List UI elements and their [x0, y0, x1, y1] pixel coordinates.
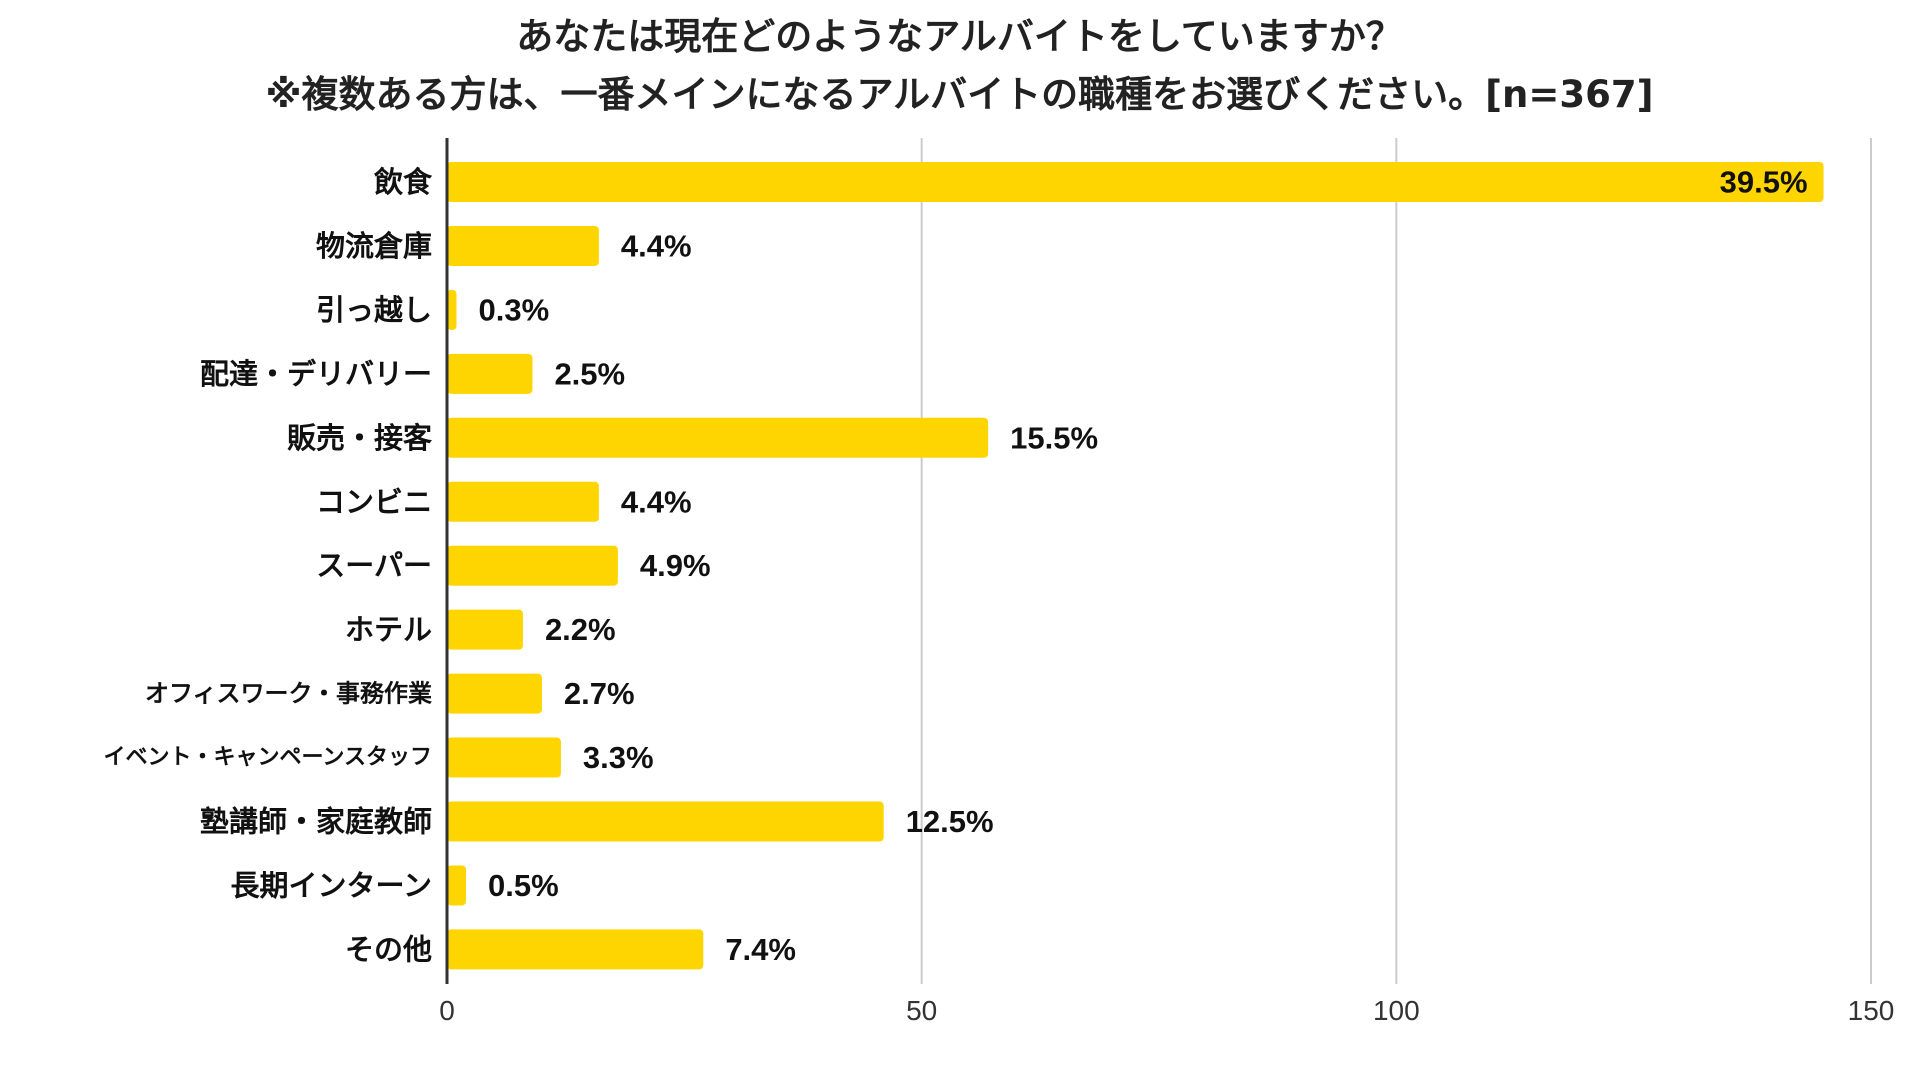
chart-title: あなたは現在どのようなアルバイトをしていますか？ ※複数ある方は、一番メインにな… [0, 8, 1919, 124]
bar [447, 417, 989, 458]
data-label: 3.3% [583, 740, 654, 775]
bar [447, 801, 884, 842]
category-label: ホテル [345, 613, 432, 647]
data-label: 0.5% [488, 868, 559, 903]
category-label: 販売・接客 [287, 421, 433, 455]
category-label: イベント・キャンペーンスタッフ [104, 745, 432, 770]
x-tick-label: 150 [1848, 995, 1895, 1026]
bar [447, 353, 533, 394]
category-label: スーパー [316, 549, 432, 583]
bar [447, 545, 618, 586]
data-label: 7.4% [725, 932, 796, 967]
data-label: 2.7% [564, 676, 635, 711]
category-label: 塾講師・家庭教師 [200, 805, 432, 839]
bar [447, 481, 599, 522]
data-label: 12.5% [906, 804, 994, 839]
data-label: 39.5% [1720, 165, 1808, 200]
bar [447, 225, 599, 266]
x-tick-label: 0 [439, 995, 455, 1026]
data-label: 0.3% [478, 292, 549, 327]
category-label: 飲食 [374, 165, 433, 199]
category-label: 配達・デリバリー [200, 357, 432, 391]
bar [447, 865, 466, 906]
chart-title-line-1: あなたは現在どのようなアルバイトをしていますか？ [516, 15, 1403, 58]
bar [447, 673, 542, 714]
data-label: 4.9% [640, 548, 711, 583]
data-label: 2.2% [545, 612, 616, 647]
category-label: その他 [345, 932, 432, 966]
category-label: 長期インターン [230, 868, 432, 902]
category-label: 引っ越し [316, 293, 432, 327]
x-tick-label: 50 [906, 995, 937, 1026]
chart-title-line-2: ※複数ある方は、一番メインになるアルバイトの職種をお選びください。[n=367] [265, 73, 1654, 116]
data-label: 2.5% [554, 356, 625, 391]
bar [447, 289, 457, 330]
x-tick-label: 100 [1373, 995, 1420, 1026]
data-label: 4.4% [621, 484, 692, 519]
bar [447, 929, 704, 970]
data-label: 4.4% [621, 228, 692, 263]
bar [447, 737, 561, 778]
bar [447, 162, 1824, 202]
category-label: コンビニ [316, 485, 432, 519]
category-label: オフィスワーク・事務作業 [145, 680, 432, 708]
bar [447, 609, 523, 650]
data-label: 15.5% [1010, 420, 1098, 455]
category-label: 物流倉庫 [316, 229, 432, 263]
